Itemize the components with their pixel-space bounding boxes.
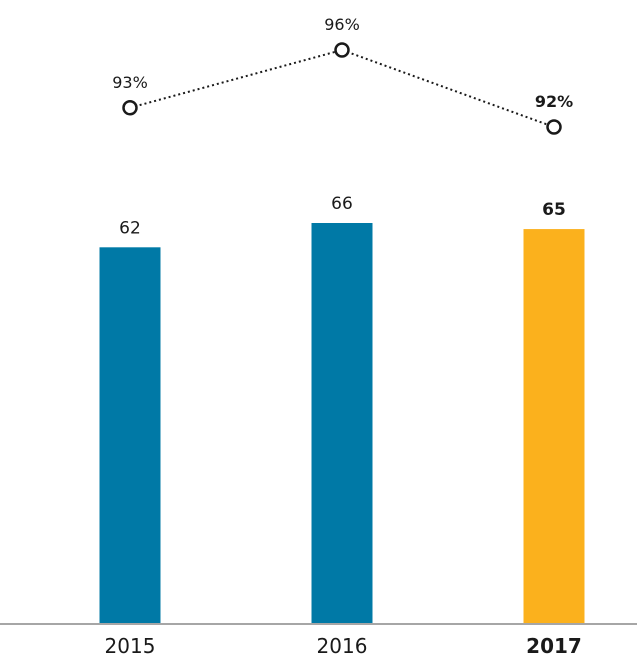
x-tick-label-2017: 2017 — [526, 634, 582, 658]
line-point-2015 — [122, 100, 138, 116]
line-point-2016 — [334, 42, 350, 58]
line-value-label-2017: 92% — [535, 92, 573, 111]
line-point-2017 — [546, 119, 562, 135]
x-tick-label-2016: 2016 — [317, 634, 368, 658]
bar-2017 — [523, 229, 585, 625]
bar-group — [99, 223, 585, 625]
line-series-group: 93% 96% 92% — [112, 15, 573, 135]
bar-value-label-2017: 65 — [542, 200, 566, 220]
x-axis: 2015 2016 2017 — [0, 623, 637, 658]
bar-2016 — [311, 223, 373, 624]
bar-label-group: 62 66 65 — [119, 194, 566, 238]
bar-2015 — [99, 247, 161, 624]
line-series-path — [129, 48, 555, 128]
line-value-label-2016: 96% — [324, 15, 360, 34]
x-tick-label-2015: 2015 — [105, 634, 156, 658]
bar-value-label-2016: 66 — [331, 194, 353, 214]
line-value-label-2015: 93% — [112, 73, 148, 92]
bar-value-label-2015: 62 — [119, 218, 141, 238]
